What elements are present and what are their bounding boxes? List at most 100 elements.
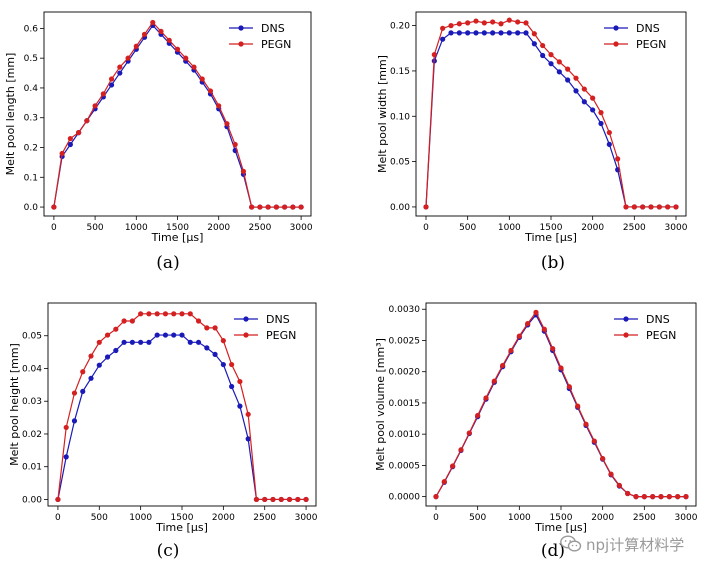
data-point-pegn bbox=[265, 204, 271, 210]
data-point-pegn bbox=[171, 311, 177, 317]
legend-marker bbox=[238, 25, 244, 31]
data-point-dns bbox=[204, 345, 210, 351]
data-point-pegn bbox=[257, 204, 263, 210]
data-point-pegn bbox=[525, 321, 531, 327]
data-point-dns bbox=[138, 339, 144, 345]
data-point-pegn bbox=[249, 204, 255, 210]
data-point-dns bbox=[71, 418, 78, 424]
legend-marker bbox=[238, 41, 244, 47]
data-point-pegn bbox=[273, 204, 279, 210]
legend-label-dns: DNS bbox=[261, 22, 285, 35]
data-point-pegn bbox=[84, 118, 90, 124]
data-point-pegn bbox=[76, 130, 82, 136]
data-point-dns bbox=[498, 30, 504, 36]
data-point-pegn bbox=[506, 17, 512, 23]
x-tick-label: 2000 bbox=[212, 513, 235, 523]
x-axis-label: Time [µs] bbox=[151, 231, 204, 244]
data-point-pegn bbox=[55, 496, 61, 503]
data-point-pegn bbox=[216, 103, 222, 109]
y-axis-label: Melt pool length [mm] bbox=[4, 53, 17, 176]
data-point-pegn bbox=[154, 311, 160, 317]
data-point-dns bbox=[96, 362, 102, 368]
data-point-pegn bbox=[540, 42, 546, 49]
x-tick-label: 3000 bbox=[665, 223, 688, 233]
x-tick-label: 500 bbox=[86, 223, 103, 233]
legend-marker bbox=[623, 332, 629, 338]
x-tick-label: 2000 bbox=[581, 223, 604, 233]
data-point-pegn bbox=[141, 31, 148, 37]
data-point-pegn bbox=[623, 204, 629, 210]
chart-panel-2: 0 500 1000 1500 2000 2500 3000 0.00 0.05 0.10 0.15… bbox=[376, 11, 688, 273]
x-tick-label: 2500 bbox=[633, 513, 656, 523]
data-point-dns bbox=[565, 77, 571, 83]
data-point-pegn bbox=[590, 95, 596, 101]
data-point-dns bbox=[506, 30, 512, 36]
data-point-pegn bbox=[440, 25, 446, 31]
data-point-pegn bbox=[565, 66, 571, 72]
data-point-pegn bbox=[433, 494, 439, 500]
y-tick-label: 0.3 bbox=[24, 114, 38, 124]
data-point-pegn bbox=[423, 204, 429, 210]
y-tick-label: 0.00 bbox=[390, 203, 410, 213]
legend-marker bbox=[613, 41, 619, 47]
data-point-dns bbox=[212, 351, 218, 358]
x-tick-label: 3000 bbox=[295, 513, 318, 523]
y-tick-label: 0.5 bbox=[24, 54, 38, 64]
legend-label-pegn: PEGN bbox=[266, 329, 296, 342]
data-point-pegn bbox=[129, 318, 135, 324]
data-point-dns bbox=[598, 120, 604, 127]
y-tick-label: 0.20 bbox=[390, 22, 410, 32]
data-point-pegn bbox=[125, 55, 131, 61]
data-point-dns bbox=[121, 339, 127, 345]
data-point-pegn bbox=[146, 311, 152, 317]
y-tick-label: 0.05 bbox=[22, 332, 42, 342]
x-tick-label: 3000 bbox=[675, 513, 698, 523]
data-point-dns bbox=[237, 403, 243, 409]
data-point-pegn bbox=[481, 20, 487, 26]
chart-panel-3: 0 500 1000 1500 2000 2500 3000 0.00 0.01 0.02 0.03… bbox=[8, 302, 318, 561]
series-line-dns bbox=[435, 313, 686, 498]
data-point-dns bbox=[515, 30, 521, 36]
data-point-dns bbox=[154, 332, 160, 338]
data-point-pegn bbox=[456, 21, 462, 27]
data-point-pegn bbox=[491, 378, 497, 384]
y-tick-label: 0.02 bbox=[22, 430, 42, 440]
legend-label-dns: DNS bbox=[636, 22, 660, 35]
data-point-dns bbox=[80, 388, 86, 395]
y-tick-label: 0.0025 bbox=[389, 336, 421, 346]
data-point-pegn bbox=[282, 204, 288, 210]
data-point-pegn bbox=[508, 347, 514, 354]
data-point-dns bbox=[440, 36, 446, 42]
data-point-pegn bbox=[183, 55, 189, 61]
data-point-pegn bbox=[51, 204, 57, 210]
data-point-dns bbox=[456, 30, 462, 36]
data-point-pegn bbox=[648, 204, 654, 210]
data-point-pegn bbox=[531, 31, 537, 37]
data-point-pegn bbox=[466, 430, 472, 436]
data-point-pegn bbox=[631, 204, 637, 210]
data-point-pegn bbox=[59, 150, 65, 157]
data-point-dns bbox=[88, 375, 94, 381]
data-point-pegn bbox=[270, 496, 276, 503]
data-point-dns bbox=[187, 339, 193, 345]
data-point-pegn bbox=[515, 19, 521, 25]
data-point-pegn bbox=[450, 463, 456, 469]
data-point-pegn bbox=[232, 141, 238, 148]
data-point-pegn bbox=[133, 43, 139, 49]
y-tick-label: 0.0 bbox=[24, 203, 39, 213]
x-tick-label: 500 bbox=[91, 513, 108, 523]
y-tick-label: 0.0005 bbox=[389, 461, 421, 471]
x-tick-label: 1500 bbox=[166, 223, 189, 233]
data-point-dns bbox=[117, 70, 123, 76]
panel-label: (b) bbox=[541, 253, 565, 273]
series-line-dns bbox=[425, 32, 676, 208]
data-point-pegn bbox=[67, 135, 73, 142]
x-tick-label: 0 bbox=[55, 513, 61, 523]
data-point-pegn bbox=[303, 496, 309, 503]
x-tick-label: 1000 bbox=[508, 513, 531, 523]
data-point-pegn bbox=[113, 326, 119, 332]
legend-label-pegn: PEGN bbox=[636, 38, 666, 51]
data-point-pegn bbox=[616, 482, 622, 488]
x-tick-label: 0 bbox=[423, 223, 429, 233]
data-point-dns bbox=[108, 82, 115, 88]
